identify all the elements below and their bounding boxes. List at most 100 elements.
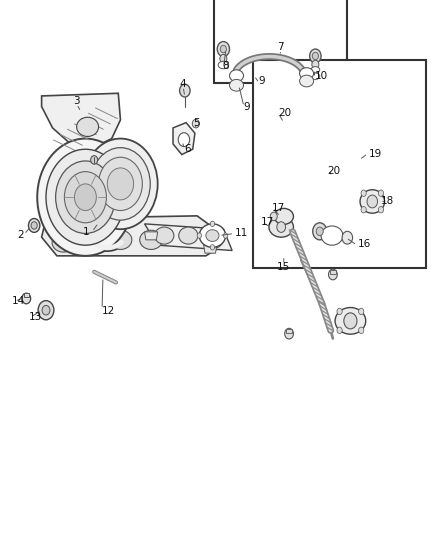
Ellipse shape <box>300 68 314 79</box>
Ellipse shape <box>155 227 174 244</box>
Circle shape <box>31 222 37 229</box>
Circle shape <box>312 52 318 60</box>
Text: 9: 9 <box>258 76 265 86</box>
Text: 12: 12 <box>102 306 115 316</box>
Circle shape <box>28 219 40 232</box>
Circle shape <box>316 227 323 236</box>
Text: 14: 14 <box>12 296 25 306</box>
Text: 20: 20 <box>278 108 291 118</box>
Polygon shape <box>145 224 232 251</box>
Polygon shape <box>42 93 120 149</box>
Circle shape <box>178 133 190 147</box>
Circle shape <box>74 184 96 211</box>
Ellipse shape <box>311 67 320 73</box>
Circle shape <box>285 328 293 339</box>
Bar <box>253 60 426 268</box>
Ellipse shape <box>321 226 343 245</box>
Bar <box>330 270 336 274</box>
Circle shape <box>337 327 342 334</box>
Circle shape <box>270 212 277 221</box>
Circle shape <box>312 60 319 69</box>
Ellipse shape <box>230 79 244 91</box>
Circle shape <box>344 313 357 329</box>
Ellipse shape <box>140 230 162 249</box>
Circle shape <box>337 308 342 314</box>
Text: 4: 4 <box>180 79 187 89</box>
Ellipse shape <box>269 217 293 237</box>
Circle shape <box>310 49 321 63</box>
Text: 16: 16 <box>357 239 371 249</box>
Circle shape <box>378 207 384 213</box>
Polygon shape <box>42 216 223 256</box>
Circle shape <box>342 231 353 244</box>
Ellipse shape <box>77 117 99 136</box>
Circle shape <box>192 119 199 128</box>
Ellipse shape <box>204 231 223 248</box>
Circle shape <box>361 207 366 213</box>
Circle shape <box>107 168 134 200</box>
Circle shape <box>56 161 115 233</box>
Circle shape <box>313 223 327 240</box>
Circle shape <box>220 54 227 63</box>
Circle shape <box>378 190 384 196</box>
Circle shape <box>210 245 215 250</box>
Circle shape <box>83 139 158 229</box>
Circle shape <box>38 301 54 320</box>
Ellipse shape <box>335 308 366 334</box>
Circle shape <box>91 148 150 220</box>
Circle shape <box>220 45 226 53</box>
Polygon shape <box>204 245 217 253</box>
Circle shape <box>64 172 106 223</box>
Circle shape <box>91 156 98 164</box>
Ellipse shape <box>199 224 226 247</box>
Ellipse shape <box>179 227 198 244</box>
Text: 8: 8 <box>223 61 229 71</box>
Bar <box>24 293 29 297</box>
Circle shape <box>22 293 31 304</box>
Text: 11: 11 <box>234 229 247 238</box>
Text: 6: 6 <box>184 144 191 154</box>
Ellipse shape <box>300 75 314 87</box>
Ellipse shape <box>360 190 385 213</box>
Bar <box>286 329 292 333</box>
Circle shape <box>210 221 215 227</box>
Circle shape <box>223 233 228 238</box>
Ellipse shape <box>52 233 75 252</box>
Ellipse shape <box>274 208 293 224</box>
Text: 17: 17 <box>272 203 285 213</box>
Circle shape <box>197 233 201 238</box>
Polygon shape <box>173 123 195 155</box>
Text: 17: 17 <box>261 217 274 227</box>
Ellipse shape <box>206 230 219 241</box>
Text: 13: 13 <box>28 312 42 322</box>
Circle shape <box>328 269 337 280</box>
Text: 1: 1 <box>83 227 90 237</box>
Polygon shape <box>145 232 158 240</box>
Text: 3: 3 <box>73 96 80 106</box>
Circle shape <box>359 327 364 334</box>
Ellipse shape <box>311 73 320 79</box>
Text: 9: 9 <box>243 102 250 111</box>
Ellipse shape <box>230 70 244 82</box>
Circle shape <box>367 195 378 208</box>
Text: 19: 19 <box>369 149 382 158</box>
Circle shape <box>99 157 142 211</box>
Circle shape <box>180 84 190 97</box>
Polygon shape <box>85 171 123 195</box>
Bar <box>214 0 347 83</box>
Text: 18: 18 <box>381 197 394 206</box>
Text: 20: 20 <box>328 166 341 175</box>
Ellipse shape <box>218 61 229 69</box>
Ellipse shape <box>109 230 132 249</box>
Circle shape <box>37 139 134 256</box>
Circle shape <box>277 222 286 232</box>
Circle shape <box>361 190 366 196</box>
Ellipse shape <box>78 231 101 251</box>
Text: 10: 10 <box>314 71 328 80</box>
Circle shape <box>217 42 230 56</box>
Text: 2: 2 <box>18 230 24 239</box>
Circle shape <box>42 305 50 315</box>
Text: 15: 15 <box>277 262 290 271</box>
Text: 7: 7 <box>277 42 284 52</box>
Text: 5: 5 <box>193 118 199 127</box>
